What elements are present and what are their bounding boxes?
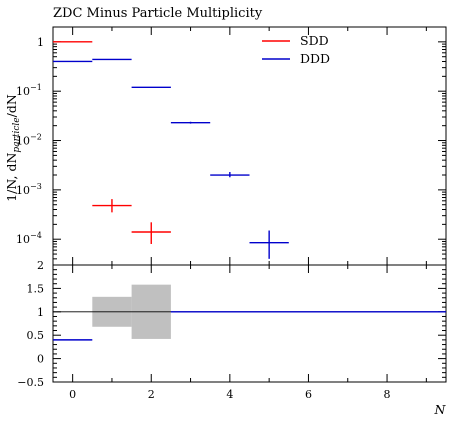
x-tick-label: 0 — [69, 388, 76, 401]
legend-label-sdd: SDD — [300, 33, 329, 48]
ratio-y-tick-label: 0 — [37, 353, 44, 366]
ratio-y-tick-label: 1.5 — [27, 282, 45, 295]
y-tick-label: 1 — [37, 36, 44, 49]
y-tick-label: 10−2 — [16, 133, 42, 148]
ratio-y-tick-label: 1 — [37, 306, 44, 319]
ratio-x-ticks: 0 2 4 6 8 — [69, 265, 427, 401]
x-tick-label: 6 — [305, 388, 312, 401]
x-tick-label: 2 — [148, 388, 155, 401]
x-tick-label: 4 — [226, 388, 233, 401]
ratio-y-ticks: −0.5 0 0.5 1 1.5 2 — [17, 259, 446, 389]
main-x-ticks — [72, 27, 427, 265]
legend-label-ddd: DDD — [300, 51, 330, 66]
y-tick-label: 10−1 — [16, 83, 42, 98]
main-y-ticks: 10−4 10−3 10−2 10−1 1 — [16, 26, 446, 266]
main-series — [53, 41, 289, 259]
ratio-y-tick-label: 0.5 — [27, 329, 45, 342]
main-panel-frame — [52, 26, 447, 266]
ratio-series — [53, 311, 446, 341]
y-axis-label: 1/N, dNparticle/dN — [4, 94, 22, 202]
y-tick-label: 10−4 — [16, 231, 42, 246]
ratio-y-tick-label: −0.5 — [17, 376, 44, 389]
ratio-panel-frame — [52, 264, 447, 383]
x-tick-label: 8 — [384, 388, 391, 401]
chart-title: ZDC Minus Particle Multiplicity — [53, 6, 263, 21]
ratio-y-tick-label: 2 — [37, 259, 44, 272]
x-axis-label: N — [434, 402, 447, 417]
legend: SDD DDD — [262, 33, 330, 66]
y-tick-label: 10−3 — [16, 182, 42, 197]
